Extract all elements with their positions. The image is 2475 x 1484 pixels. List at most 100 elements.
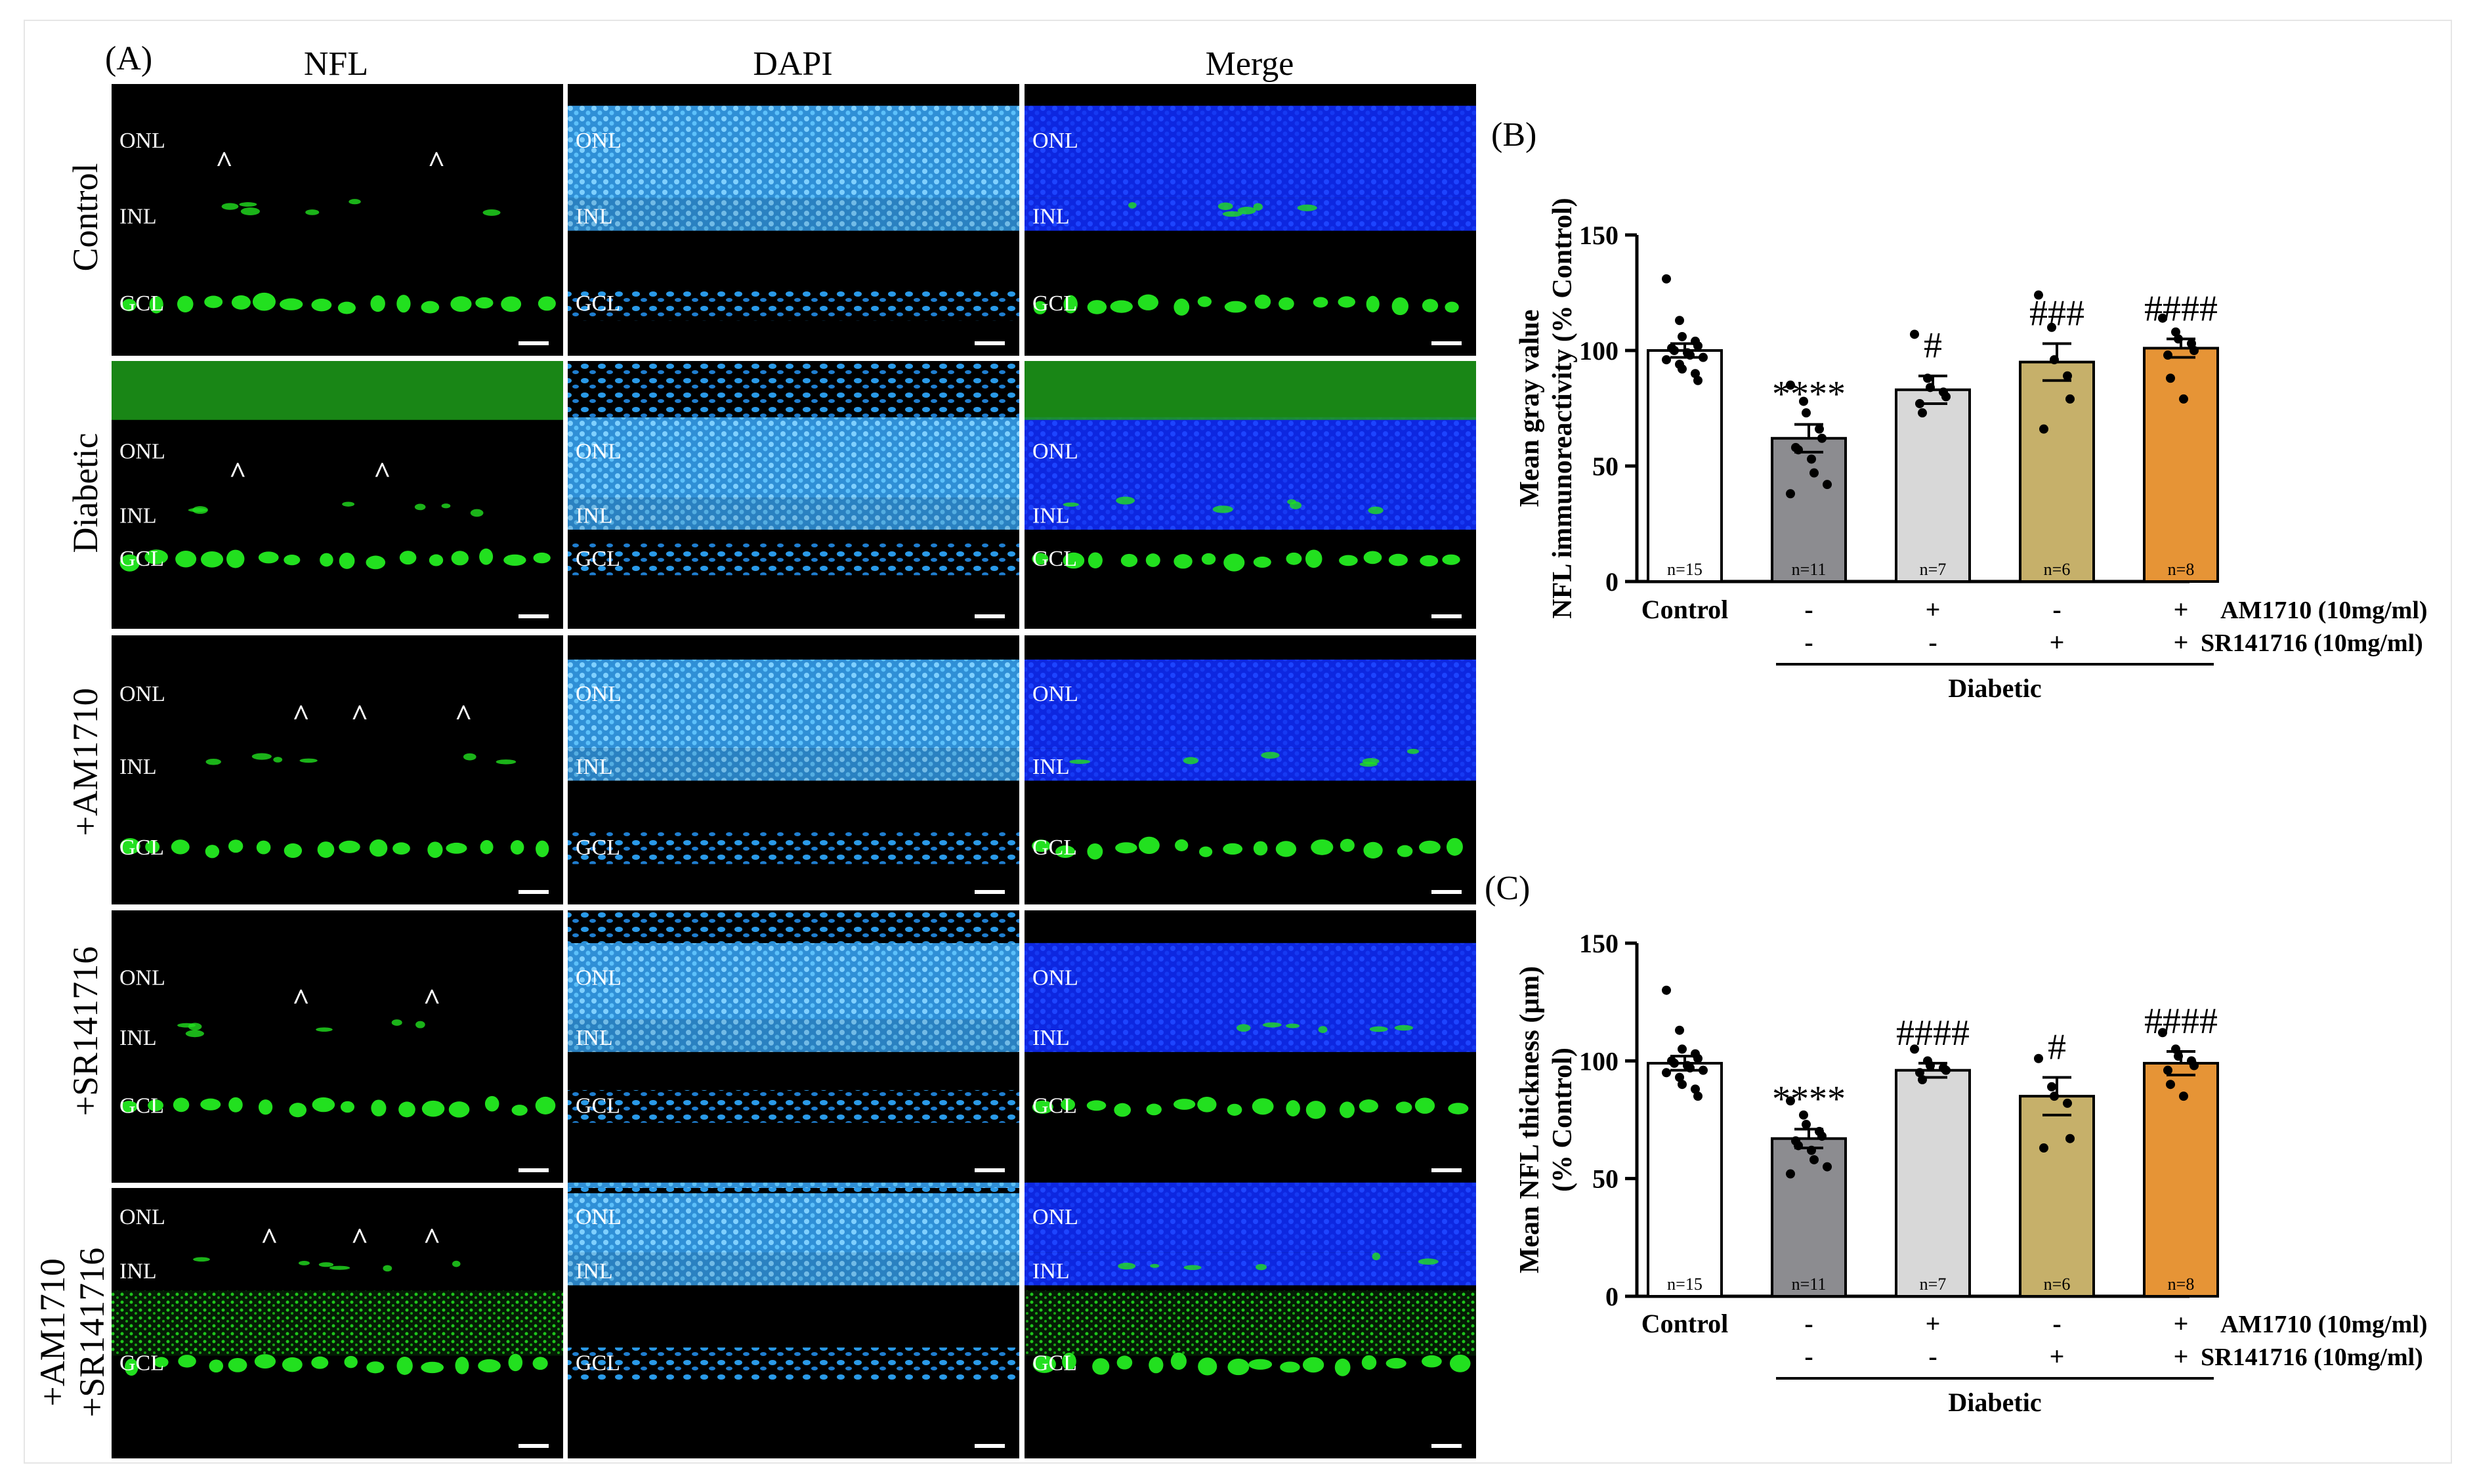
layer-label-inl: INL	[1032, 1026, 1070, 1050]
data-point	[2039, 1143, 2048, 1153]
inl-fiber	[240, 207, 260, 215]
gcl-fiber-blob	[1280, 1361, 1300, 1373]
inl-fiber	[342, 501, 355, 507]
gcl-fiber-blob	[1032, 1100, 1053, 1114]
layer-label-gcl: GCL	[576, 1351, 620, 1376]
y-axis-label-line: Mean gray value	[1515, 310, 1545, 507]
gcl-fiber-blob	[121, 299, 137, 312]
inl-fiber	[185, 1030, 204, 1038]
y-tick-label: 150	[1579, 221, 1618, 250]
data-point	[1794, 445, 1803, 455]
inl-fiber	[1253, 203, 1263, 211]
data-point	[1815, 424, 1824, 434]
gcl-fiber-blob	[1138, 836, 1160, 855]
inl-fiber	[1256, 1263, 1267, 1271]
data-point	[2063, 371, 2072, 381]
gcl-fiber-blob	[1311, 839, 1334, 855]
layer-label-onl: ONL	[1032, 682, 1078, 706]
data-point	[1915, 1068, 1924, 1078]
gcl-fiber-blob	[339, 552, 355, 569]
gcl-fiber-blob	[120, 1101, 138, 1113]
gcl-fiber-blob	[1062, 1352, 1076, 1370]
diabetic-label: Diabetic	[1948, 673, 2041, 703]
bar	[2019, 1095, 2095, 1298]
inl-nuclei-band	[568, 498, 1019, 530]
gcl-fiber-blob	[1386, 1357, 1407, 1369]
significance-marker: ###	[2029, 293, 2084, 333]
data-point	[1699, 1065, 1708, 1075]
gcl-fiber-blob	[178, 1355, 196, 1368]
data-point	[1799, 396, 1808, 406]
data-point	[1675, 1025, 1684, 1035]
scale-bar	[1431, 1168, 1462, 1172]
gcl-fiber-blob	[1032, 839, 1051, 853]
scale-bar	[1431, 890, 1462, 894]
layer-label-inl: INL	[119, 504, 157, 528]
column-header-merge: Merge	[1205, 45, 1294, 83]
inl-fiber	[1290, 501, 1302, 509]
gcl-fiber-blob	[1449, 1354, 1471, 1372]
inl-fiber	[239, 202, 257, 207]
data-point	[1691, 1084, 1700, 1094]
gcl-fiber-blob	[399, 551, 417, 565]
onl-nuclei-band	[568, 417, 1019, 498]
column-header-dapi: DAPI	[753, 45, 833, 83]
onl-nuclei-band	[568, 659, 1019, 749]
gcl-fiber-blob	[1359, 1099, 1378, 1113]
scale-bar	[518, 890, 549, 894]
data-point	[1693, 1053, 1703, 1063]
inl-fiber	[1150, 1263, 1160, 1268]
gcl-fiber-blob	[344, 1355, 358, 1368]
data-point	[1678, 364, 1687, 374]
inl-fiber	[329, 1265, 350, 1270]
gcl-fiber-blob	[149, 295, 163, 314]
gcl-fiber-blob	[148, 1099, 163, 1112]
data-point	[1699, 352, 1708, 362]
arrowhead-marker: ^	[292, 982, 310, 1015]
am1710-sign: -	[2052, 595, 2061, 624]
gcl-fiber-blob	[398, 1101, 415, 1118]
scale-bar	[975, 614, 1005, 618]
gcl-fiber-blob	[1286, 552, 1302, 565]
gcl-fiber-blob	[171, 839, 190, 855]
data-point	[1685, 1063, 1695, 1073]
n-label: n=6	[2044, 560, 2071, 579]
significance-marker: ####	[1896, 1013, 1970, 1053]
data-point	[1786, 1169, 1795, 1179]
micrograph-background	[112, 635, 563, 904]
inl-nuclei-band	[568, 1019, 1019, 1052]
inl-fiber	[1394, 1025, 1414, 1031]
data-point	[1691, 369, 1700, 379]
micrograph-panel: ONL INL GCL	[568, 84, 1019, 356]
gcl-fiber-blob	[511, 1105, 528, 1116]
gcl-fiber-blob	[421, 301, 440, 314]
bar	[1895, 1069, 1971, 1298]
data-point	[2063, 1098, 2072, 1108]
data-point	[2189, 346, 2199, 355]
bar	[2143, 1061, 2219, 1298]
data-point	[1809, 468, 1819, 478]
inl-fiber	[1217, 202, 1233, 210]
gcl-fiber-blob	[503, 554, 526, 566]
gcl-fiber-blob	[421, 1100, 445, 1117]
am1710-sign: +	[1926, 1309, 1941, 1338]
sr141716-sign: -	[1928, 1342, 1937, 1371]
am1710-sign: +	[1926, 595, 1941, 624]
layer-label-onl: ONL	[576, 682, 622, 706]
layer-label-inl: INL	[119, 1260, 157, 1284]
sr141716-sign: -	[1928, 627, 1937, 657]
scale-bar	[975, 341, 1005, 345]
gcl-fiber-blob	[366, 555, 386, 570]
bar	[2019, 360, 2095, 583]
gcl-fiber-blob	[1305, 549, 1322, 568]
layer-label-onl: ONL	[119, 440, 165, 464]
gcl-fiber-blob	[1391, 297, 1409, 316]
nfl-upper-band	[112, 361, 563, 420]
gcl-fiber-blob	[510, 840, 524, 855]
gcl-fiber-blob	[1174, 298, 1190, 316]
gcl-fiber-blob	[1198, 1357, 1217, 1376]
gcl-fiber-blob	[1199, 846, 1213, 857]
gcl-fiber-blob	[173, 1097, 190, 1113]
